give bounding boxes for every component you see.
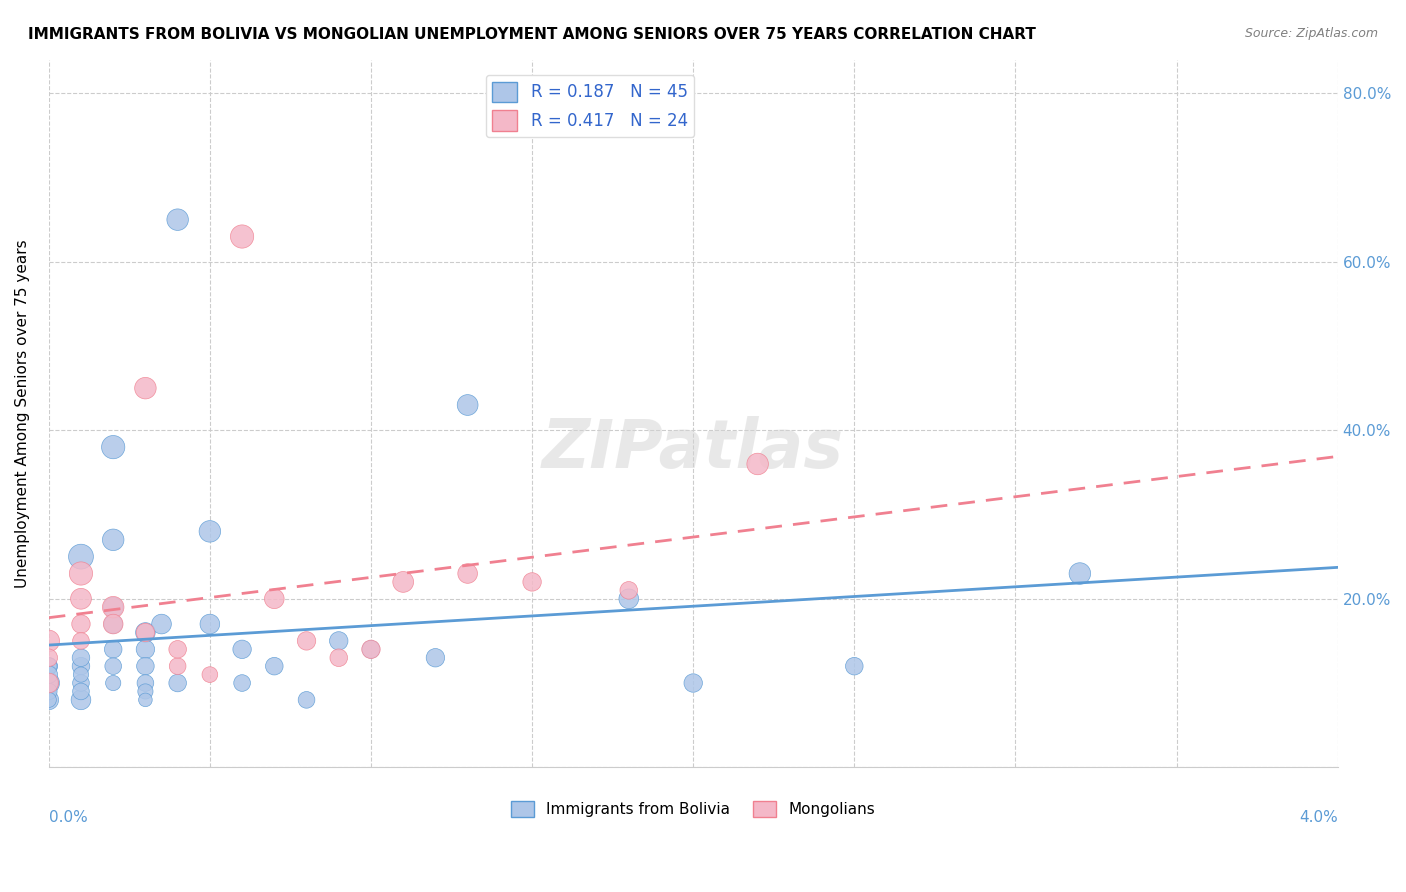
Point xyxy=(103,600,125,615)
Point xyxy=(166,642,188,657)
Point xyxy=(617,591,640,606)
Point xyxy=(844,659,866,673)
Point xyxy=(103,676,125,690)
Text: ZIPatlas: ZIPatlas xyxy=(543,416,844,482)
Point xyxy=(231,676,253,690)
Point xyxy=(617,583,640,598)
Point xyxy=(70,549,93,564)
Point xyxy=(134,676,156,690)
Text: IMMIGRANTS FROM BOLIVIA VS MONGOLIAN UNEMPLOYMENT AMONG SENIORS OVER 75 YEARS CO: IMMIGRANTS FROM BOLIVIA VS MONGOLIAN UNE… xyxy=(28,27,1036,42)
Text: 0.0%: 0.0% xyxy=(49,810,87,825)
Text: 4.0%: 4.0% xyxy=(1299,810,1337,825)
Point xyxy=(70,659,93,673)
Point xyxy=(520,574,543,589)
Point xyxy=(103,642,125,657)
Point xyxy=(70,667,93,681)
Point xyxy=(70,650,93,665)
Point xyxy=(103,440,125,454)
Point xyxy=(360,642,382,657)
Point xyxy=(134,693,156,707)
Point xyxy=(198,667,221,681)
Point xyxy=(38,659,60,673)
Point xyxy=(70,676,93,690)
Point xyxy=(1069,566,1091,581)
Point xyxy=(263,659,285,673)
Point xyxy=(38,667,60,681)
Point xyxy=(392,574,415,589)
Point xyxy=(38,676,60,690)
Point xyxy=(231,229,253,244)
Y-axis label: Unemployment Among Seniors over 75 years: Unemployment Among Seniors over 75 years xyxy=(15,239,30,588)
Point xyxy=(134,684,156,698)
Point xyxy=(134,642,156,657)
Point xyxy=(134,381,156,395)
Point xyxy=(360,642,382,657)
Point xyxy=(38,693,60,707)
Point xyxy=(38,633,60,648)
Point xyxy=(150,617,173,632)
Point xyxy=(166,659,188,673)
Point xyxy=(198,617,221,632)
Point xyxy=(231,642,253,657)
Point xyxy=(134,659,156,673)
Point xyxy=(38,693,60,707)
Text: Source: ZipAtlas.com: Source: ZipAtlas.com xyxy=(1244,27,1378,40)
Point xyxy=(747,457,769,471)
Point xyxy=(103,533,125,547)
Point xyxy=(263,591,285,606)
Point xyxy=(38,659,60,673)
Point xyxy=(134,625,156,640)
Point xyxy=(198,524,221,539)
Point xyxy=(457,398,479,412)
Point xyxy=(134,625,156,640)
Point xyxy=(295,633,318,648)
Point xyxy=(38,650,60,665)
Point xyxy=(103,617,125,632)
Point xyxy=(425,650,447,665)
Point xyxy=(70,693,93,707)
Point xyxy=(682,676,704,690)
Point xyxy=(70,633,93,648)
Point xyxy=(103,600,125,615)
Point xyxy=(103,659,125,673)
Legend: Immigrants from Bolivia, Mongolians: Immigrants from Bolivia, Mongolians xyxy=(505,795,882,823)
Point xyxy=(70,684,93,698)
Point xyxy=(70,566,93,581)
Point xyxy=(38,676,60,690)
Point xyxy=(328,650,350,665)
Point xyxy=(166,212,188,227)
Point xyxy=(38,684,60,698)
Point xyxy=(70,591,93,606)
Point xyxy=(38,676,60,690)
Point xyxy=(103,617,125,632)
Point xyxy=(166,676,188,690)
Point xyxy=(328,633,350,648)
Point xyxy=(295,693,318,707)
Point xyxy=(70,617,93,632)
Point xyxy=(457,566,479,581)
